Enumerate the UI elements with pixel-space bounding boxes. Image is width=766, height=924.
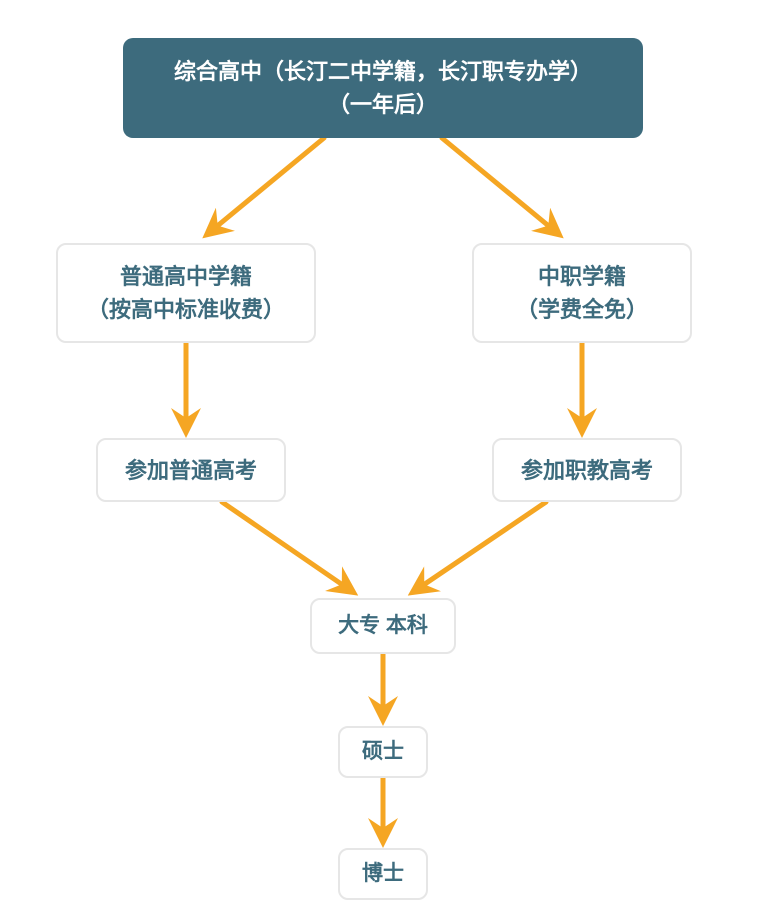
node-phd: 博士 [338,848,428,900]
node-top-line2: （一年后） [174,88,592,121]
node-left1-line1: 普通高中学籍 [87,260,285,293]
node-left2: 参加普通高考 [96,438,286,502]
edge-top-left1 [210,138,324,232]
node-right1-line2: （学费全免） [516,293,648,326]
node-masters: 硕士 [338,726,428,778]
node-phd-text: 博士 [362,858,404,890]
node-merge: 大专 本科 [310,598,456,654]
edge-right2-merge [416,502,546,590]
edge-left2-merge [222,502,350,590]
node-right1-line1: 中职学籍 [516,260,648,293]
node-merge-text: 大专 本科 [338,610,428,642]
node-top: 综合高中（长汀二中学籍，长汀职专办学） （一年后） [123,38,643,138]
node-left2-text: 参加普通高考 [125,454,257,487]
node-right1: 中职学籍 （学费全免） [472,243,692,343]
node-left1-line2: （按高中标准收费） [87,293,285,326]
node-top-line1: 综合高中（长汀二中学籍，长汀职专办学） [174,55,592,88]
edge-top-right1 [442,138,556,232]
node-right2: 参加职教高考 [492,438,682,502]
node-right2-text: 参加职教高考 [521,454,653,487]
node-masters-text: 硕士 [362,736,404,768]
node-left1: 普通高中学籍 （按高中标准收费） [56,243,316,343]
